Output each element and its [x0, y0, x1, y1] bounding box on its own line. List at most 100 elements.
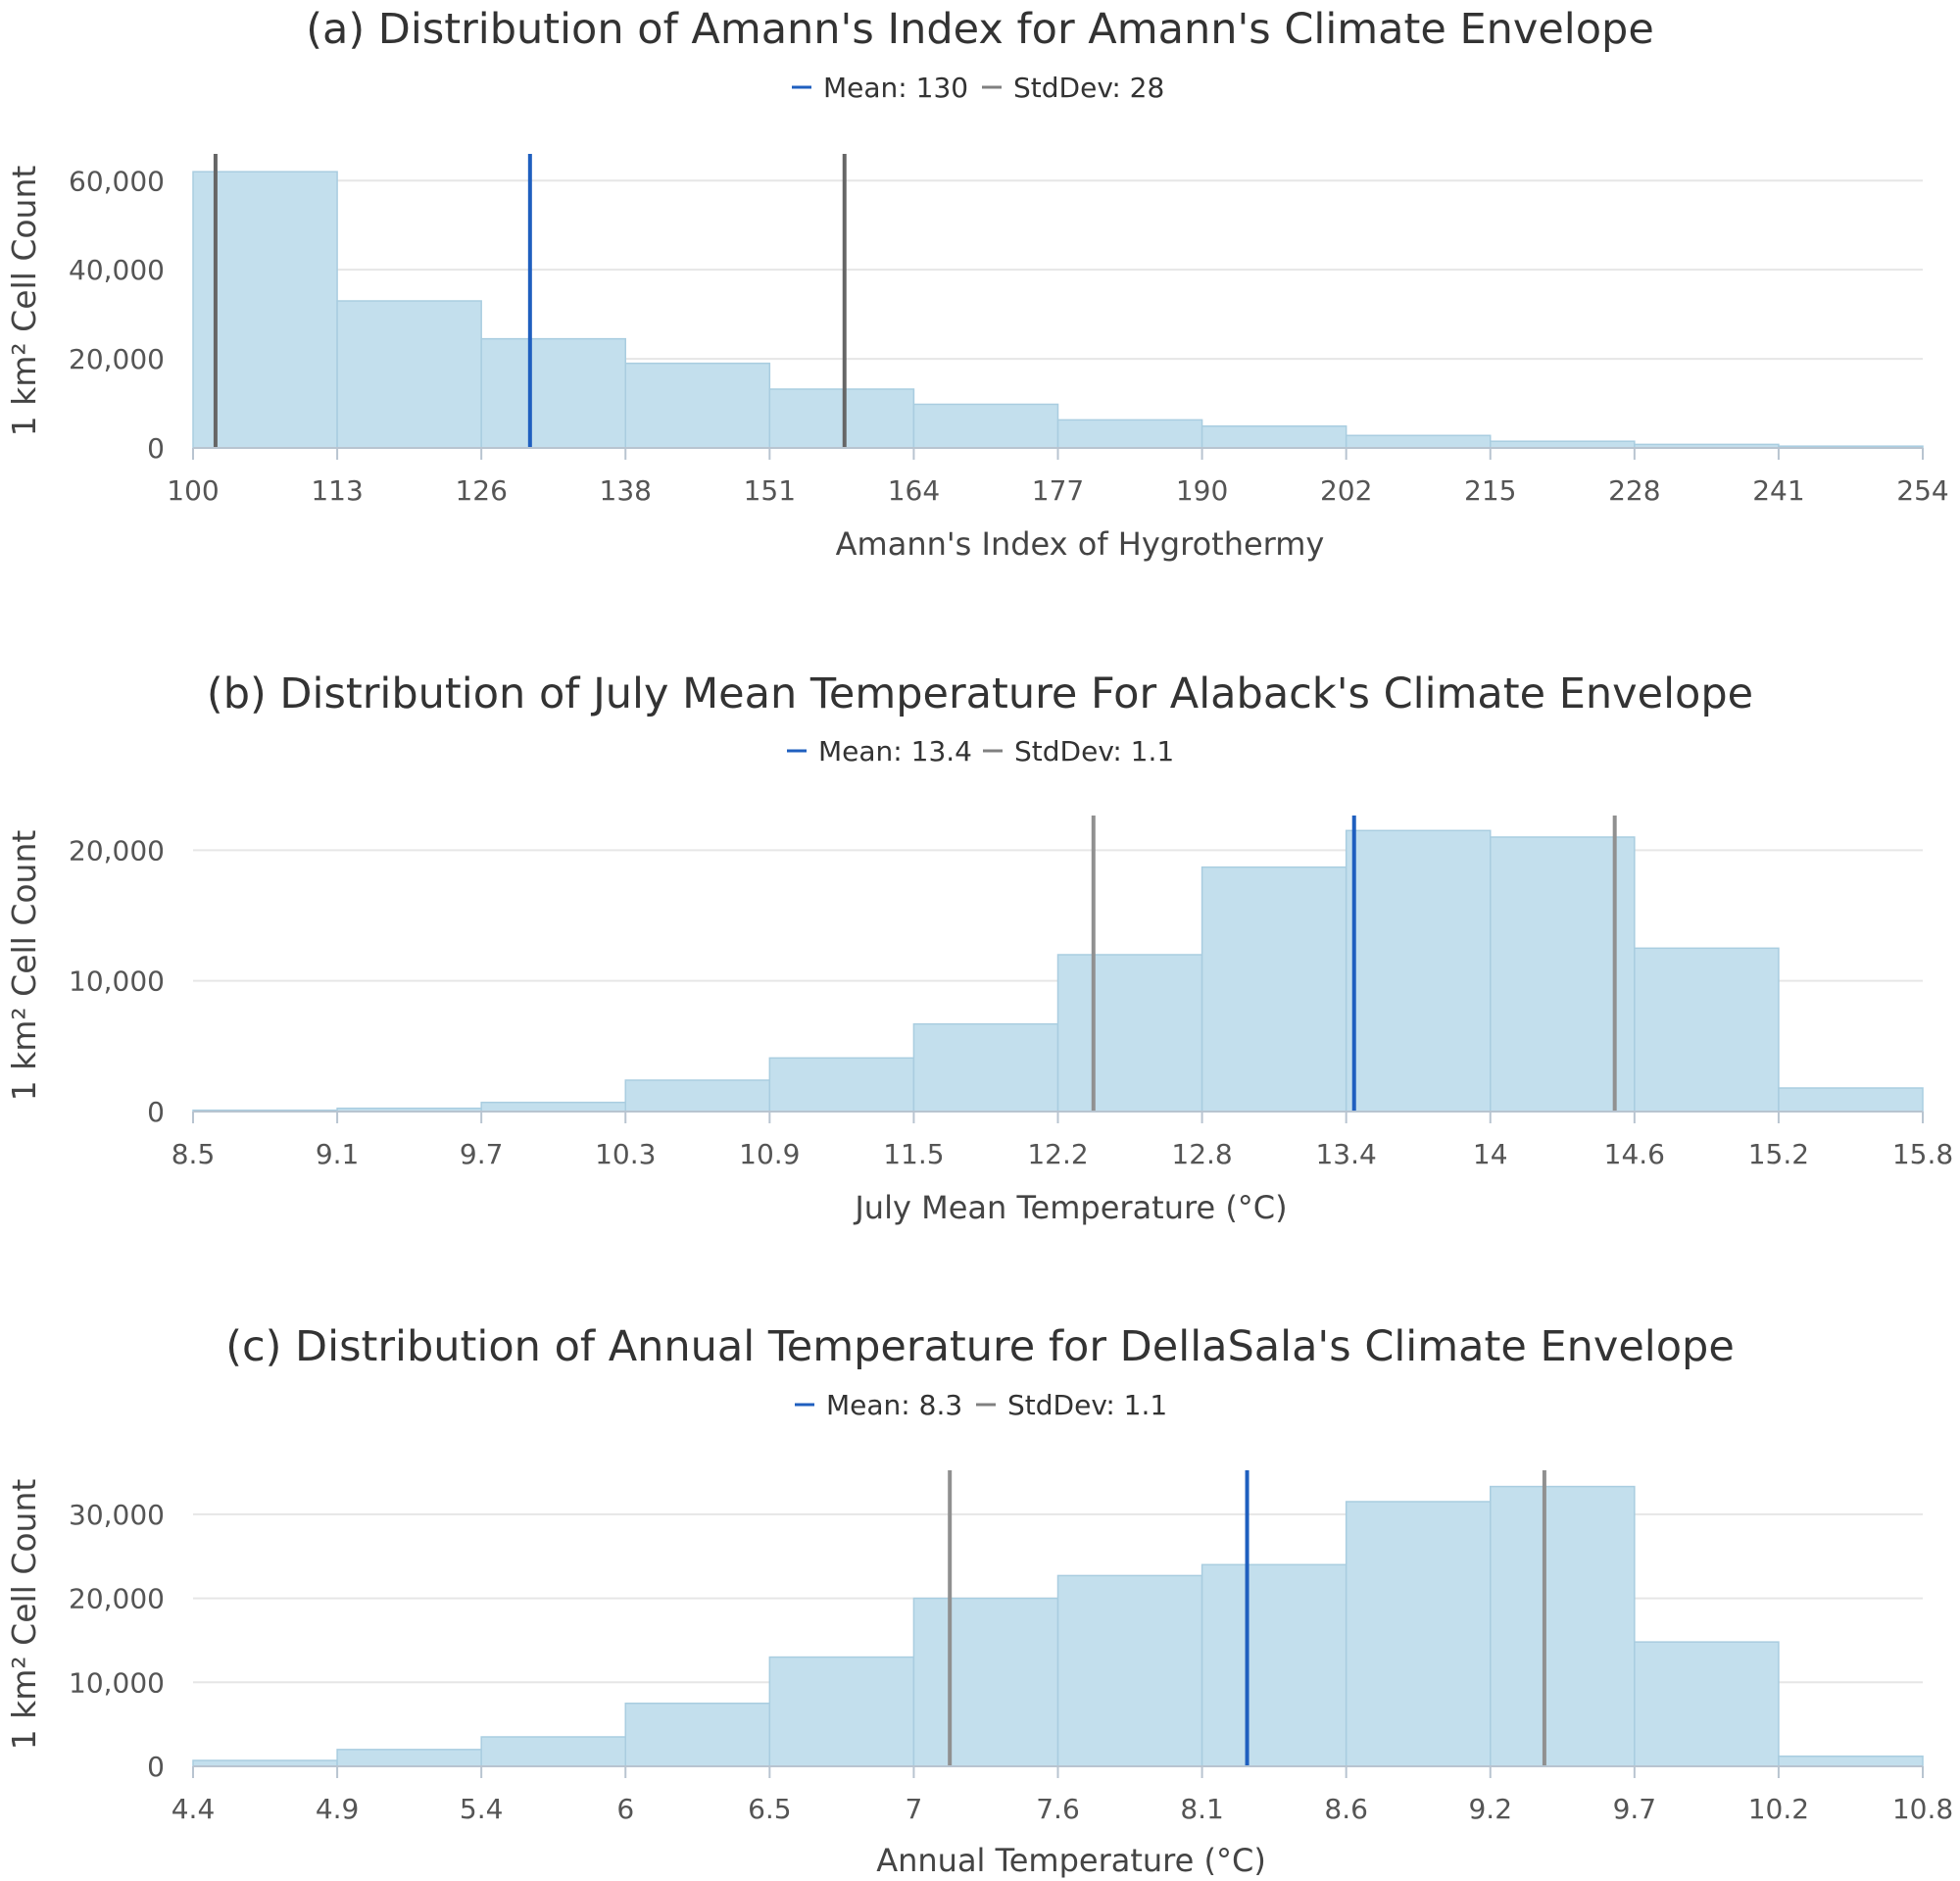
x-tick-label: 9.1: [316, 1138, 360, 1170]
chart-title: (a) Distribution of Amann's Index for Am…: [306, 5, 1654, 54]
x-tick-label: 4.9: [316, 1793, 360, 1825]
x-tick-label: 11.5: [883, 1138, 944, 1170]
x-tick-label: 7.6: [1036, 1793, 1080, 1825]
x-tick-label: 12.2: [1027, 1138, 1088, 1170]
histogram-bar[interactable]: [1345, 434, 1492, 449]
stat-lines: [1091, 816, 1617, 1112]
histogram-bar[interactable]: [1345, 829, 1492, 1113]
x-tick-label: 113: [311, 474, 363, 507]
y-tick-label: 20,000: [69, 343, 165, 375]
histogram-bar[interactable]: [1056, 1574, 1203, 1767]
legend-stddev-label: StdDev: 1.1: [1014, 735, 1174, 767]
x-tick-label: 8.5: [172, 1138, 216, 1170]
histogram-bar[interactable]: [624, 362, 771, 449]
x-tick-label: 12.8: [1171, 1138, 1232, 1170]
histogram-bar[interactable]: [336, 300, 482, 449]
legend: Mean: 8.3 StdDev: 1.1: [795, 1389, 1167, 1421]
x-tick-label: 10.3: [595, 1138, 656, 1170]
histogram-bar[interactable]: [1200, 1563, 1348, 1767]
histogram-bar[interactable]: [1778, 1087, 1924, 1113]
histogram-bar[interactable]: [336, 1749, 482, 1767]
histogram-bar[interactable]: [624, 1702, 771, 1767]
histogram-bar[interactable]: [1056, 419, 1203, 449]
histogram-a: (a) Distribution of Amann's Index for Am…: [5, 5, 1949, 563]
x-tick-label: 8.1: [1180, 1793, 1224, 1825]
histogram-bar[interactable]: [768, 388, 915, 449]
histogram-bar[interactable]: [768, 1656, 915, 1767]
x-tick-label: 202: [1320, 474, 1372, 507]
histogram-bar[interactable]: [1490, 440, 1636, 449]
stat-lines: [213, 154, 847, 448]
x-tick-label: 100: [167, 474, 219, 507]
y-tick-labels: 0 10,000 20,000: [69, 834, 165, 1128]
y-tick-label: 40,000: [69, 254, 165, 286]
legend-mean-label: Mean: 8.3: [826, 1389, 962, 1421]
x-tick-label: 10.9: [739, 1138, 800, 1170]
x-tick-label: 4.4: [172, 1793, 216, 1825]
x-tick-label: 9.7: [1613, 1793, 1657, 1825]
x-tick-labels: 4.4 4.9 5.4 6 6.5 7 7.6 8.1 8.6 9.2 9.7 10.2 10.8: [172, 1766, 1953, 1825]
x-axis-title: July Mean Temperature (°C): [853, 1189, 1287, 1226]
x-tick-label: 7: [906, 1793, 923, 1825]
x-tick-label: 15.2: [1748, 1138, 1809, 1170]
y-tick-label: 0: [147, 432, 165, 465]
y-tick-label: 0: [147, 1751, 165, 1783]
x-tick-label: 164: [888, 474, 940, 507]
x-tick-label: 14: [1473, 1138, 1508, 1170]
y-tick-label: 10,000: [69, 965, 165, 998]
histogram-bar[interactable]: [624, 1079, 771, 1113]
histogram-bar[interactable]: [480, 1736, 626, 1767]
histogram-bar[interactable]: [1634, 1641, 1780, 1767]
legend: Mean: 130 StdDev: 28: [792, 72, 1164, 104]
x-tick-label: 13.4: [1315, 1138, 1376, 1170]
histogram-bar[interactable]: [912, 1597, 1059, 1767]
y-axis-title: 1 km² Cell Count: [5, 830, 43, 1102]
y-tick-label: 0: [147, 1096, 165, 1128]
histogram-bar[interactable]: [1490, 1485, 1636, 1767]
histogram-bar[interactable]: [1634, 947, 1780, 1113]
x-tick-label: 14.6: [1604, 1138, 1665, 1170]
x-tick-label: 215: [1464, 474, 1516, 507]
histogram-bar[interactable]: [912, 1022, 1059, 1113]
legend-mean-label: Mean: 13.4: [818, 735, 972, 767]
x-tick-label: 177: [1032, 474, 1084, 507]
x-tick-labels: 100 113 126 138 151 164 177 190 202 215 228 241 254: [167, 448, 1949, 507]
x-tick-label: 151: [744, 474, 796, 507]
histogram-bar[interactable]: [1490, 836, 1636, 1113]
legend-stddev-label: StdDev: 1.1: [1007, 1389, 1167, 1421]
legend-stddev-label: StdDev: 28: [1013, 72, 1164, 104]
y-tick-labels: 0 20,000 40,000 60,000: [69, 165, 165, 465]
y-axis-title: 1 km² Cell Count: [5, 166, 43, 437]
chart-title: (c) Distribution of Annual Temperature f…: [225, 1322, 1735, 1371]
y-tick-label: 20,000: [69, 834, 165, 866]
stat-lines: [948, 1470, 1546, 1766]
histogram-bar[interactable]: [1056, 954, 1203, 1113]
histogram-bar[interactable]: [480, 337, 626, 449]
x-tick-label: 15.8: [1892, 1138, 1953, 1170]
x-tick-label: 8.6: [1324, 1793, 1368, 1825]
x-tick-label: 6: [616, 1793, 634, 1825]
x-axis-title: Amann's Index of Hygrothermy: [836, 525, 1325, 563]
histogram-bar[interactable]: [1345, 1501, 1492, 1767]
x-axis-title: Annual Temperature (°C): [876, 1842, 1266, 1879]
chart-title: (b) Distribution of July Mean Temperatur…: [207, 669, 1753, 718]
histogram-bar[interactable]: [1200, 424, 1348, 449]
x-tick-label: 138: [600, 474, 652, 507]
histogram-bar[interactable]: [768, 1057, 915, 1113]
x-tick-label: 228: [1608, 474, 1660, 507]
histogram-b: (b) Distribution of July Mean Temperatur…: [5, 669, 1953, 1226]
histogram-c: (c) Distribution of Annual Temperature f…: [5, 1322, 1953, 1879]
legend-mean-label: Mean: 130: [823, 72, 968, 104]
bars: [192, 171, 1924, 449]
y-tick-label: 20,000: [69, 1583, 165, 1615]
histogram-bar[interactable]: [1200, 866, 1348, 1113]
x-tick-labels: 8.5 9.1 9.7 10.3 10.9 11.5 12.2 12.8 13.4 14 14.6 1…: [172, 1112, 1953, 1170]
y-tick-labels: 0 10,000 20,000 30,000: [69, 1499, 165, 1783]
histogram-bar[interactable]: [912, 403, 1059, 449]
histogram-bar[interactable]: [480, 1101, 626, 1113]
y-tick-label: 60,000: [69, 165, 165, 197]
y-axis-title: 1 km² Cell Count: [5, 1479, 43, 1751]
x-tick-label: 5.4: [460, 1793, 504, 1825]
histogram-bar[interactable]: [1778, 1755, 1924, 1767]
